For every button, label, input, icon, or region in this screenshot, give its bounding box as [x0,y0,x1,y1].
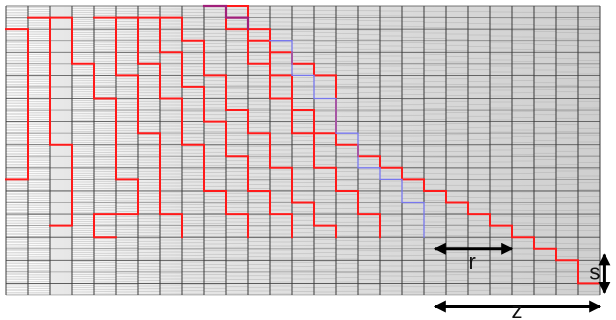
fine-line-column-27 [578,12,600,292]
fine-line-column-17 [358,10,380,295]
fine-line-column-18 [380,10,402,292]
red-step-path-7 [159,16,337,239]
blue-step-path [269,40,425,238]
fine-line-column-16 [336,10,358,292]
red-step-path-4 [93,16,183,239]
fine-line-column-2 [28,7,50,295]
fine-line-column-4 [72,8,94,295]
red-step-path-8 [203,5,381,239]
purple-step-line [202,4,250,31]
fine-line-column-25 [534,12,556,295]
red-step-path-2 [27,16,73,227]
fine-line-column-5 [94,8,116,295]
fine-line-column-22 [468,11,490,291]
red-step-path-9 [203,5,601,285]
z-label: z [512,298,523,320]
fine-line-column-14 [292,10,314,292]
fine-line-column-7 [138,8,160,295]
s-label: s [589,260,600,285]
red-step-path-3 [49,16,139,239]
red-step-path-1 [5,28,29,181]
red-step-paths [5,5,601,285]
blue-step-line [269,40,425,238]
s-dimension: s [589,253,611,294]
red-step-path-6 [137,16,293,239]
r-dimension: r [433,242,514,274]
z-dimension: z [433,298,602,320]
fine-grid-lines [6,7,600,295]
fine-line-column-26 [556,12,578,290]
fine-line-column-13 [270,9,292,295]
purple-step-path [202,4,250,31]
fine-line-column-6 [116,8,138,295]
fine-line-column-10 [204,9,226,292]
red-step-path-5 [115,16,249,239]
r-label: r [469,249,476,274]
fine-line-column-19 [402,11,424,293]
